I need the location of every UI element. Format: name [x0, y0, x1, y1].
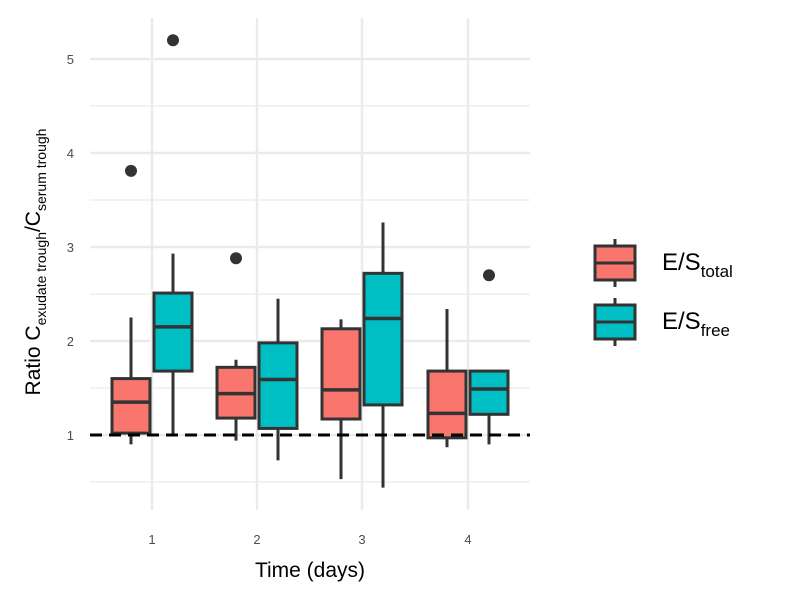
- outlier-point: [230, 252, 242, 265]
- box-iqr: [362, 271, 404, 407]
- legend-label-subscript: free: [701, 321, 730, 340]
- box-total-day-1: [110, 164, 152, 445]
- grid-layer: [90, 18, 530, 510]
- box-iqr: [468, 369, 510, 416]
- y-tick-label: 2: [67, 334, 74, 349]
- y-axis-title-middle: /C: [22, 211, 45, 232]
- legend-label: E/Sfree: [662, 308, 730, 340]
- y-tick-label: 5: [67, 52, 74, 67]
- y-tick-label: 3: [67, 240, 74, 255]
- legend-item-total: E/Stotal: [593, 239, 733, 287]
- box-iqr: [426, 369, 468, 440]
- box-free-day-4: [468, 269, 510, 445]
- x-tick-label: 4: [464, 532, 471, 547]
- y-tick-label: 4: [67, 146, 74, 161]
- box-iqr: [110, 377, 152, 435]
- y-tick-label: 1: [67, 428, 74, 443]
- y-axis-title-subscript-2: serum trough: [33, 129, 49, 211]
- box-free-day-3: [362, 222, 404, 488]
- x-tick-label: 2: [253, 532, 260, 547]
- outlier-point: [125, 164, 137, 177]
- box-iqr: [320, 327, 362, 421]
- legend-label-main: E/S: [662, 249, 701, 276]
- tick-labels-layer: 1 2 3 4 5 1 2 3 4: [67, 52, 472, 547]
- x-axis-title: Time (days): [255, 559, 365, 582]
- box-iqr: [152, 291, 194, 373]
- box-iqr: [257, 341, 299, 430]
- legend-label-main: E/S: [662, 308, 701, 335]
- box-total-day-3: [320, 319, 362, 480]
- x-tick-label: 1: [148, 532, 155, 547]
- legend-item-free: E/Sfree: [593, 298, 730, 346]
- box-free-day-1: [152, 34, 194, 435]
- y-axis-title: Ratio Cexudate trough/Cserum trough: [22, 129, 49, 396]
- box-total-day-4: [426, 309, 468, 448]
- outlier-point: [167, 34, 179, 47]
- y-axis-title-prefix: Ratio C: [22, 325, 45, 395]
- box-free-day-2: [257, 298, 299, 461]
- y-axis-title-subscript-1: exudate trough: [33, 232, 49, 325]
- box-total-day-2: [215, 252, 257, 441]
- boxes-layer: [110, 34, 510, 488]
- outlier-point: [483, 269, 495, 282]
- legend-label: E/Stotal: [662, 249, 733, 281]
- x-tick-label: 3: [358, 532, 365, 547]
- legend-label-subscript: total: [701, 262, 733, 281]
